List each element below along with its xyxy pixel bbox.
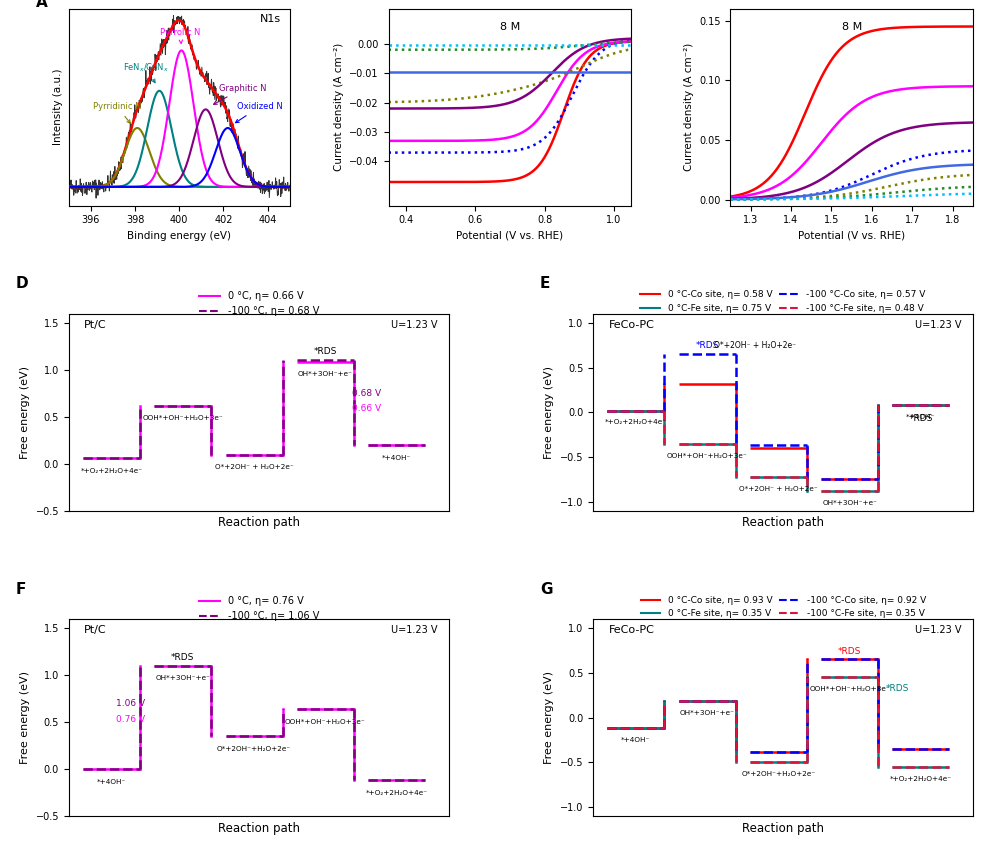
X-axis label: Potential (V vs. RHE): Potential (V vs. RHE) [456,231,563,241]
Text: O*+2OH⁻+H₂O+2e⁻: O*+2OH⁻+H₂O+2e⁻ [217,746,291,752]
Text: G: G [540,582,552,596]
Text: *+4OH⁻: *+4OH⁻ [97,778,126,784]
Text: Pyrrolic N: Pyrrolic N [160,28,201,44]
Y-axis label: Free energy (eV): Free energy (eV) [20,366,30,459]
Text: OOH*+OH⁻+H₂O+3e⁻: OOH*+OH⁻+H₂O+3e⁻ [809,686,890,692]
Text: 8 M: 8 M [841,22,862,33]
Text: *RDS: *RDS [838,647,861,656]
Text: *+4OH⁻: *+4OH⁻ [906,414,936,420]
Legend: 0 °C-Co site, η= 0.58 V, 0 °C-Fe site, η= 0.75 V, -100 °C-Co site, η= 0.57 V, -1: 0 °C-Co site, η= 0.58 V, 0 °C-Fe site, η… [637,287,930,317]
Text: D: D [16,277,29,291]
Text: *+O₂+2H₂O+4e⁻: *+O₂+2H₂O+4e⁻ [605,419,667,425]
Text: Pyrridinic N: Pyrridinic N [93,102,142,124]
X-axis label: Reaction path: Reaction path [742,821,824,835]
Text: 0.66 V: 0.66 V [352,404,381,413]
Text: OOH*+OH⁻+H₂O+3e⁻: OOH*+OH⁻+H₂O+3e⁻ [143,415,223,421]
Text: OH*+3OH⁻+e⁻: OH*+3OH⁻+e⁻ [155,675,210,681]
Text: Pt/C: Pt/C [84,320,106,330]
Text: U=1.23 V: U=1.23 V [391,625,437,635]
Text: 8 M: 8 M [499,22,520,33]
Text: Pt/C: Pt/C [84,625,106,635]
X-axis label: Reaction path: Reaction path [742,516,824,529]
Text: N1s: N1s [260,15,281,25]
Text: F: F [16,582,26,596]
X-axis label: Potential (V vs. RHE): Potential (V vs. RHE) [798,231,905,241]
Legend: 0 °C, η= 0.76 V, -100 °C, η= 1.06 V: 0 °C, η= 0.76 V, -100 °C, η= 1.06 V [195,593,323,625]
Text: FeCo-PC: FeCo-PC [608,320,655,330]
Text: OH*+3OH⁻+e⁻: OH*+3OH⁻+e⁻ [679,710,734,716]
Text: U=1.23 V: U=1.23 V [915,320,961,330]
Text: OH*+3OH⁻+e⁻: OH*+3OH⁻+e⁻ [298,371,353,377]
Legend: 0 °C, η= 0.66 V, -100 °C, η= 0.68 V: 0 °C, η= 0.66 V, -100 °C, η= 0.68 V [195,287,323,320]
Text: *+4OH⁻: *+4OH⁻ [381,454,411,460]
Y-axis label: Free energy (eV): Free energy (eV) [20,671,30,764]
Text: *+O₂+2H₂O+4e⁻: *+O₂+2H₂O+4e⁻ [81,467,143,473]
Text: *RDS: *RDS [909,414,933,423]
Text: *RDS: *RDS [886,684,909,692]
Text: E: E [540,277,550,291]
Text: 1.06 V: 1.06 V [116,699,145,709]
Text: O*+2OH⁻+H₂O+2e⁻: O*+2OH⁻+H₂O+2e⁻ [741,771,816,777]
Text: FeCo-PC: FeCo-PC [608,625,655,635]
Text: 0.76 V: 0.76 V [116,716,145,724]
Text: O*+2OH⁻ + H₂O+2e⁻: O*+2OH⁻ + H₂O+2e⁻ [714,341,796,350]
Text: OH*+3OH⁻+e⁻: OH*+3OH⁻+e⁻ [822,500,877,506]
X-axis label: Reaction path: Reaction path [218,821,300,835]
X-axis label: Reaction path: Reaction path [218,516,300,529]
Legend: 0 °C-Co site, η= 0.93 V, 0 °C-Fe site, η= 0.35 V, -100 °C-Co site, η= 0.92 V, -1: 0 °C-Co site, η= 0.93 V, 0 °C-Fe site, η… [637,592,929,622]
Y-axis label: Intensity (a.u.): Intensity (a.u.) [53,69,63,145]
X-axis label: Binding energy (eV): Binding energy (eV) [127,231,231,241]
Text: A: A [35,0,47,9]
Text: Oxidized N: Oxidized N [236,102,282,123]
Text: U=1.23 V: U=1.23 V [391,320,437,330]
Y-axis label: Current density (A cm⁻²): Current density (A cm⁻²) [683,43,694,171]
Text: U=1.23 V: U=1.23 V [915,625,961,635]
Text: Graphitic N: Graphitic N [213,84,266,104]
Text: *+O₂+2H₂O+4e⁻: *+O₂+2H₂O+4e⁻ [890,776,952,782]
Text: *+4OH⁻: *+4OH⁻ [621,737,651,743]
Text: *RDS: *RDS [314,347,337,356]
Text: *+O₂+2H₂O+4e⁻: *+O₂+2H₂O+4e⁻ [366,789,428,795]
Text: *RDS: *RDS [696,341,719,350]
Y-axis label: Free energy (eV): Free energy (eV) [545,366,554,459]
Text: *RDS: *RDS [171,654,195,662]
Text: OOH*+OH⁻+H₂O+3e⁻: OOH*+OH⁻+H₂O+3e⁻ [285,718,366,724]
Text: O*+2OH⁻ + H₂O+2e⁻: O*+2OH⁻ + H₂O+2e⁻ [214,464,294,470]
Text: OOH*+OH⁻+H₂O+3e⁻: OOH*+OH⁻+H₂O+3e⁻ [666,453,747,459]
Text: 0.68 V: 0.68 V [352,389,381,398]
Y-axis label: Current density (A cm⁻²): Current density (A cm⁻²) [333,43,344,171]
Text: O*+2OH⁻ + H₂O+2e⁻: O*+2OH⁻ + H₂O+2e⁻ [739,485,818,491]
Text: FeN$_x$/CoN$_x$: FeN$_x$/CoN$_x$ [123,62,169,82]
Y-axis label: Free energy (eV): Free energy (eV) [545,671,554,764]
